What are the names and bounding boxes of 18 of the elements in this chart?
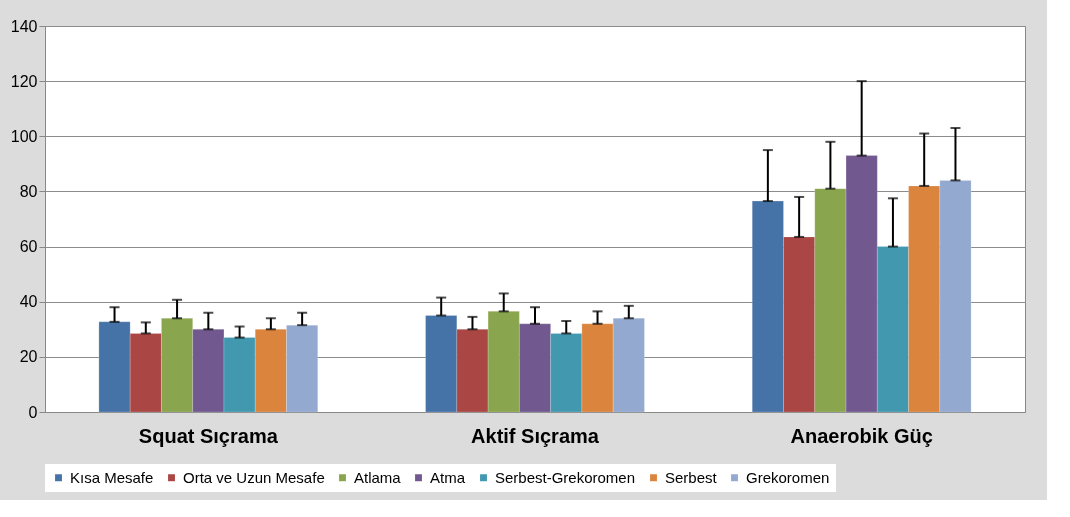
y-tick-label: 80 xyxy=(19,182,38,200)
y-tick-label: 60 xyxy=(19,238,38,256)
y-tick-label: 100 xyxy=(10,127,38,145)
legend-label: Atlama xyxy=(354,468,402,486)
y-tick-label: 20 xyxy=(19,348,38,366)
y-tick-label: 0 xyxy=(28,403,38,421)
y-tick-label: 120 xyxy=(10,72,38,90)
x-tick-label: Aktif Sıçrama xyxy=(471,424,600,447)
legend-label: Serbest-Grekoromen xyxy=(495,468,636,486)
legend-label: Serbest xyxy=(665,468,718,486)
legend-label: Kısa Mesafe xyxy=(70,468,154,486)
y-tick-label: 40 xyxy=(19,293,38,311)
legend-label: Orta ve Uzun Mesafe xyxy=(183,468,325,486)
x-tick-label: Squat Sıçrama xyxy=(138,424,279,447)
y-tick-label: 140 xyxy=(10,17,38,35)
legend-label: Atma xyxy=(430,468,466,486)
x-tick-label: Anaerobik Güç xyxy=(790,424,933,447)
legend-label: Grekoromen xyxy=(746,468,830,486)
